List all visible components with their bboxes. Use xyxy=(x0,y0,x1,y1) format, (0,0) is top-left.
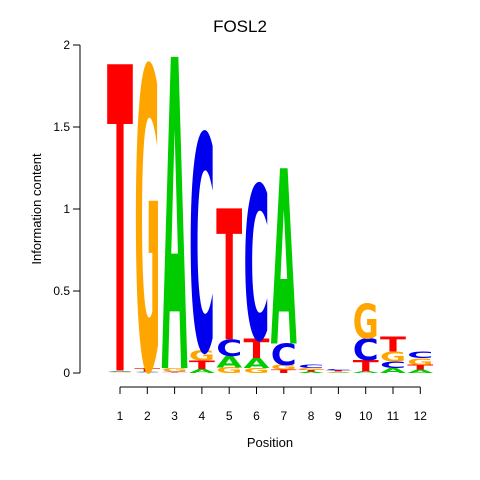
x-tick-label: 5 xyxy=(226,409,233,423)
logo-letter-a: A xyxy=(216,353,243,371)
logo-letter-t: T xyxy=(271,369,298,374)
logo-letter-t: T xyxy=(134,367,161,372)
logo-letter-g: G xyxy=(134,0,160,467)
logo-letter-t: T xyxy=(407,364,433,372)
logo-letter-t: T xyxy=(244,333,271,365)
logo-letter-g: G xyxy=(107,372,133,373)
logo-letter-c: C xyxy=(189,75,215,420)
y-tick-label: 1.5 xyxy=(53,120,70,134)
x-tick-label: 2 xyxy=(144,409,151,423)
logo-letter-c: C xyxy=(216,335,242,362)
logo-letter-t: T xyxy=(298,370,325,373)
logo-letter-t: T xyxy=(325,370,352,372)
logo-letter-a: A xyxy=(162,0,188,470)
logo-letter-a: A xyxy=(107,371,134,372)
y-tick-label: 0 xyxy=(63,366,70,380)
logo-letter-g: G xyxy=(353,296,379,350)
logo-letter-a: A xyxy=(380,367,406,375)
x-tick-label: 4 xyxy=(199,409,206,423)
y-axis-label: Information content xyxy=(29,153,44,265)
logo-letter-g: G xyxy=(244,367,270,375)
logo-letter-g: G xyxy=(162,367,188,372)
logo-letter-a: A xyxy=(134,371,161,372)
logo-letter-t: T xyxy=(189,359,215,372)
logo-letter-c: C xyxy=(162,371,188,372)
logo-letter-a: A xyxy=(244,356,270,372)
x-tick-label: 10 xyxy=(359,409,373,423)
logo-letter-a: A xyxy=(189,368,216,375)
chart-title: FOSL2 xyxy=(213,17,267,36)
logo-letter-t: T xyxy=(107,0,133,471)
x-tick-label: 3 xyxy=(171,409,178,423)
logo-letter-c: C xyxy=(243,142,269,389)
logo-letter-g: G xyxy=(407,357,433,367)
x-axis: 1 2 3 4 5 6 7 8 9 10 11 12 xyxy=(117,386,428,423)
x-tick-label: 1 xyxy=(117,409,124,423)
logo-letter-c: C xyxy=(380,360,406,370)
logo-letter-c: C xyxy=(325,369,351,371)
logo-letter-c: C xyxy=(271,338,297,372)
y-tick-label: 1 xyxy=(63,202,70,216)
logo-letter-a: A xyxy=(271,122,297,401)
x-tick-label: 12 xyxy=(414,409,428,423)
logo-letter-g: G xyxy=(216,366,242,375)
logo-letter-t: T xyxy=(353,357,379,375)
logo-letter-c: C xyxy=(134,372,160,373)
logo-letter-c: C xyxy=(107,370,133,371)
logo-letter-g: G xyxy=(380,349,406,365)
logo-letter-t: T xyxy=(162,372,189,373)
logo-letter-a: A xyxy=(325,372,352,373)
y-tick-label: 0.5 xyxy=(53,284,70,298)
logo-letter-a: A xyxy=(353,371,380,374)
x-tick-label: 11 xyxy=(387,409,400,423)
y-axis: 0 0.5 1 1.5 2 xyxy=(53,38,81,380)
logo-letter-g: G xyxy=(189,347,215,364)
x-tick-label: 8 xyxy=(308,409,315,423)
logo-letter-t: T xyxy=(216,172,242,382)
y-tick-label: 2 xyxy=(63,38,70,52)
logo-letter-a: A xyxy=(407,369,434,374)
logo-letter-g: G xyxy=(325,371,351,372)
logo-letter-g: G xyxy=(298,368,324,371)
x-tick-label: 7 xyxy=(280,409,287,423)
logo-letter-g: G xyxy=(271,364,297,372)
logo-letter-c: C xyxy=(407,350,433,360)
logo-letter-c: C xyxy=(353,333,379,367)
logo-letter-a: A xyxy=(298,371,325,373)
x-axis-label: Position xyxy=(247,435,293,450)
logo-letter-t: T xyxy=(380,334,406,357)
logo-letter-c: C xyxy=(298,364,324,369)
x-tick-label: 6 xyxy=(253,409,260,423)
x-tick-label: 9 xyxy=(335,409,342,423)
